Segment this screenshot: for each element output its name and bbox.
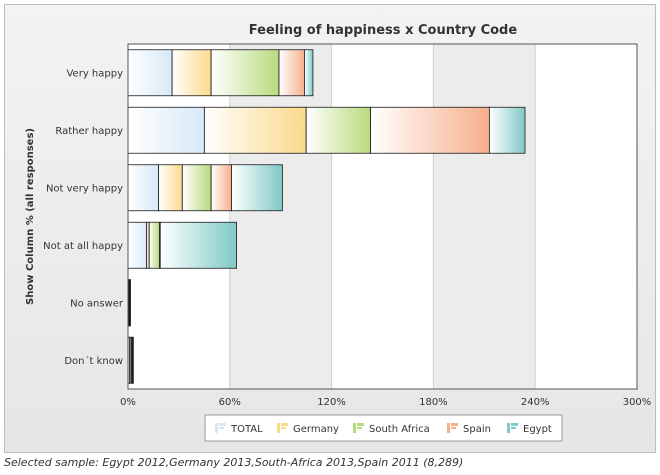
bar-don-t-know-egypt[interactable] <box>132 336 134 384</box>
grid-band <box>229 44 332 389</box>
category-labels: Very happy Rather happy Not very happy Not … <box>43 68 124 367</box>
bar-not-at-all-happy-south-africa[interactable] <box>148 221 160 269</box>
bar-not-very-happy-germany[interactable] <box>158 164 183 212</box>
legend-swatch-icon <box>277 423 288 433</box>
bar-rather-happy-total[interactable] <box>127 106 205 154</box>
bar-very-happy-total[interactable] <box>127 49 173 97</box>
grid-band <box>433 44 536 389</box>
legend[interactable]: TOTAL Germany South Africa Spain Egypt <box>204 414 563 442</box>
x-tick-label: 300% <box>623 397 652 408</box>
plot-area <box>128 44 637 389</box>
bar-rather-happy-germany[interactable] <box>203 106 307 154</box>
legend-item-egypt[interactable]: Egypt <box>523 424 552 435</box>
x-tick-label: 120% <box>317 397 346 408</box>
bar-rather-happy-south-africa[interactable] <box>305 106 372 154</box>
bar-no-answer-egypt[interactable] <box>129 279 131 327</box>
bars <box>127 49 526 384</box>
legend-box <box>204 414 563 442</box>
bar-very-happy-egypt[interactable] <box>304 49 314 97</box>
bar-not-very-happy-egypt[interactable] <box>231 164 283 212</box>
x-tick-label: 60% <box>219 397 241 408</box>
category-label-rather-happy: Rather happy <box>55 126 123 137</box>
x-tick-label: 240% <box>521 397 550 408</box>
bar-rather-happy-egypt[interactable] <box>488 106 526 154</box>
category-label-very-happy: Very happy <box>66 68 123 79</box>
bar-not-very-happy-total[interactable] <box>127 164 159 212</box>
legend-item-spain[interactable]: Spain <box>463 424 491 435</box>
legend-swatch-icon <box>215 423 226 433</box>
y-axis-label: Show Column % (all responses) <box>25 128 36 305</box>
legend-item-germany[interactable]: Germany <box>293 424 339 435</box>
x-tick-labels: 0% 60% 120% 180% 240% 300% <box>120 397 651 408</box>
legend-swatch-icon <box>447 423 458 433</box>
category-label-not-at-all-happy: Not at all happy <box>43 241 123 252</box>
x-tick-label: 0% <box>120 397 136 408</box>
category-label-not-very-happy: Not very happy <box>46 183 123 194</box>
category-label-no-answer: No answer <box>70 298 124 309</box>
bar-not-at-all-happy-egypt[interactable] <box>159 221 237 269</box>
legend-item-total[interactable]: TOTAL <box>230 424 263 435</box>
legend-swatch-icon <box>507 423 518 433</box>
bar-very-happy-spain[interactable] <box>278 49 305 97</box>
bar-very-happy-south-africa[interactable] <box>210 49 280 97</box>
chart-title: Feeling of happiness x Country Code <box>249 23 518 38</box>
category-label-don-t-know: Don´t know <box>64 355 123 367</box>
selected-sample-caption: Selected sample: Egypt 2012,Germany 2013… <box>4 456 464 469</box>
legend-item-south-africa[interactable]: South Africa <box>369 424 430 435</box>
bar-not-very-happy-spain[interactable] <box>210 164 232 212</box>
bar-very-happy-germany[interactable] <box>171 49 212 97</box>
x-tick-label: 180% <box>419 397 448 408</box>
bar-rather-happy-spain[interactable] <box>370 106 490 154</box>
legend-swatch-icon <box>353 423 364 433</box>
bar-not-at-all-happy-total[interactable] <box>127 221 148 269</box>
bar-not-very-happy-south-africa[interactable] <box>181 164 212 212</box>
grid-bands <box>229 44 536 389</box>
stacked-bar-chart: Feeling of happiness x Country Code Show… <box>25 23 651 442</box>
plot-border <box>127 43 638 390</box>
